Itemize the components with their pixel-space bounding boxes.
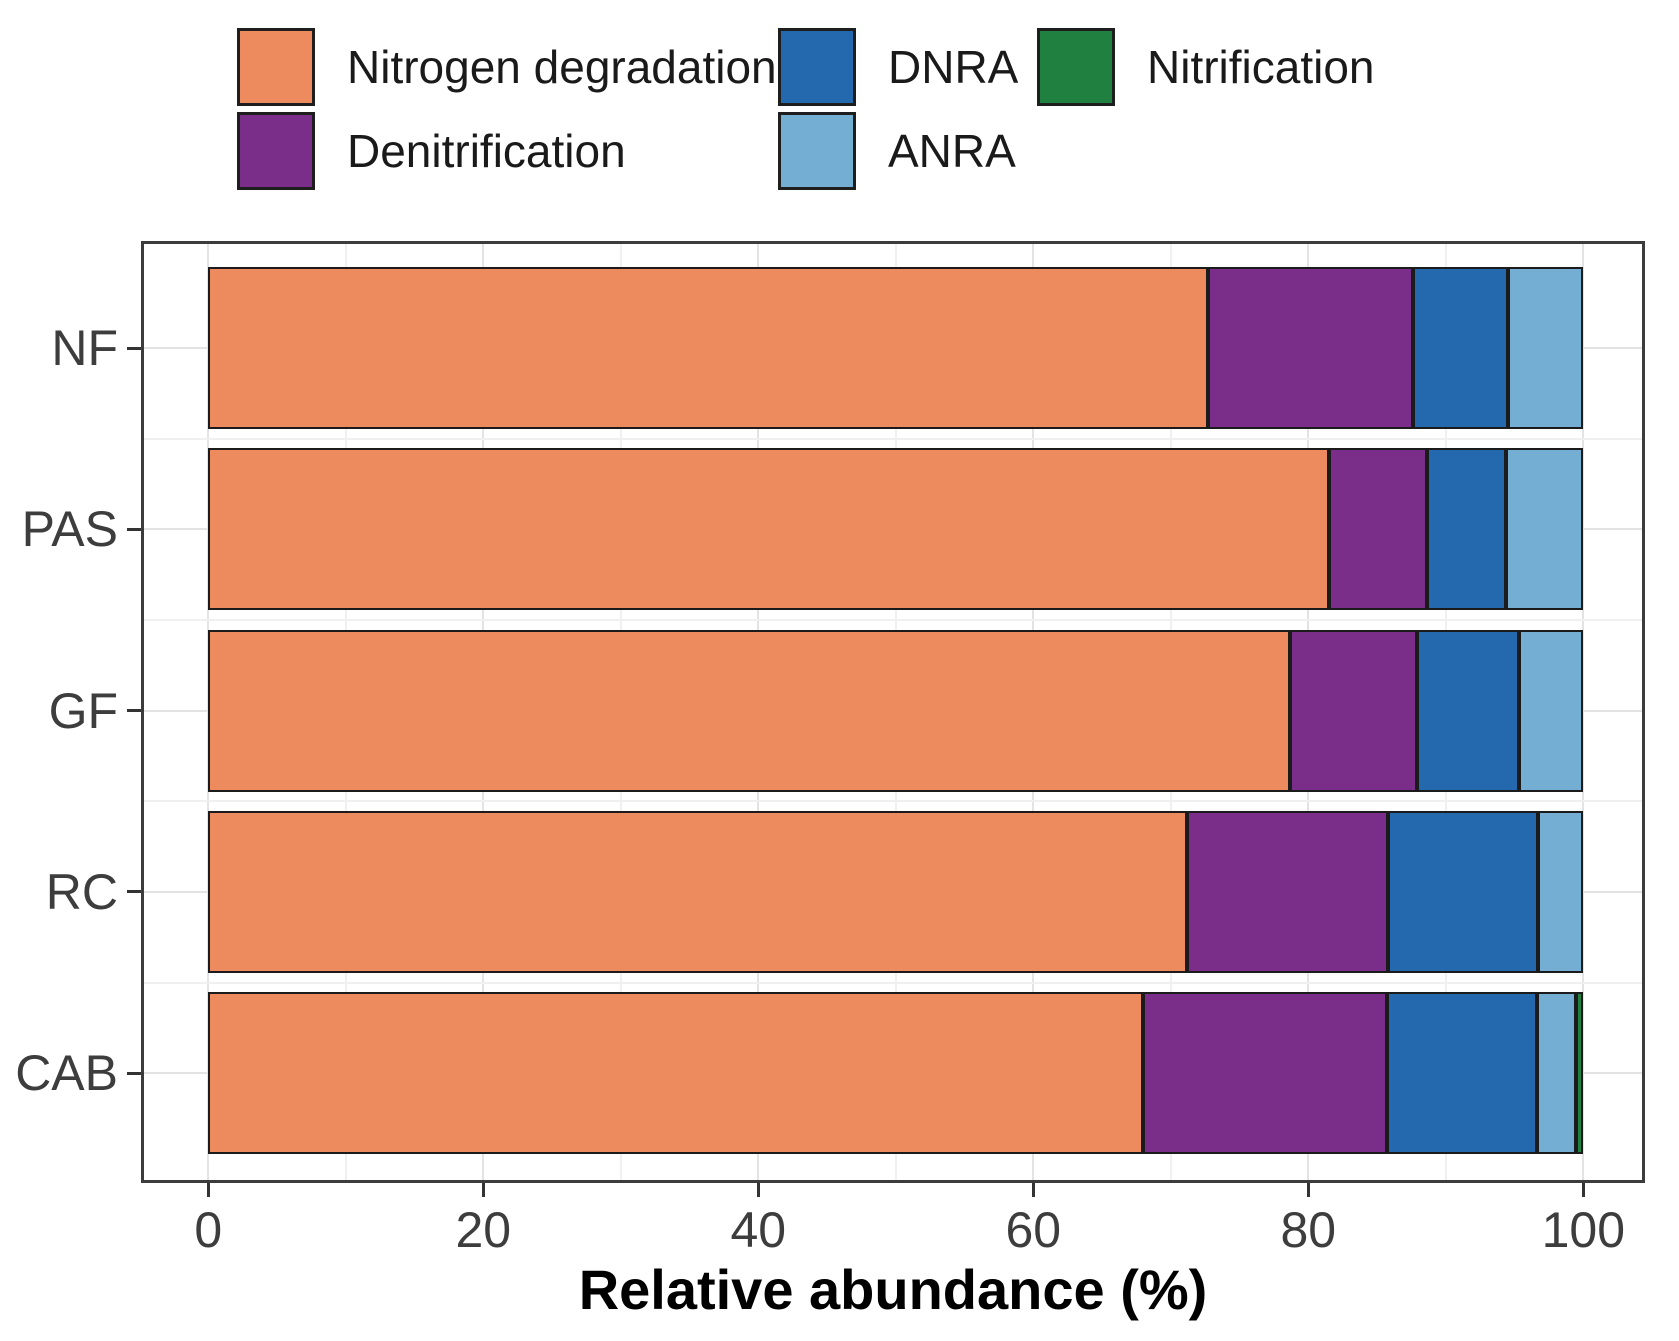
y-tick-mark-pas [127, 527, 141, 531]
x-axis-title: Relative abundance (%) [578, 1258, 1208, 1321]
y-tick-mark-gf [127, 709, 141, 713]
y-tick-label-gf: GF [48, 682, 118, 739]
bar-segment-rc-nitrogen-degradation [208, 810, 1188, 973]
bar-cab [208, 992, 1584, 1155]
bar-nf [208, 267, 1584, 429]
legend-swatch-anra [778, 112, 856, 190]
x-tick-mark-20 [481, 1183, 485, 1197]
y-tick-mark-cab [127, 1071, 141, 1075]
chart-legend: Nitrogen degradation Denitrification DNRA A… [0, 0, 1679, 210]
y-tick-mark-nf [127, 346, 141, 350]
bar-segment-rc-anra [1537, 810, 1584, 973]
bar-segment-nf-denitrification [1207, 267, 1413, 429]
bar-segment-gf-dnra [1416, 629, 1519, 792]
bar-segment-pas-denitrification [1328, 448, 1427, 611]
bar-segment-nf-dnra [1412, 267, 1508, 429]
y-tick-label-cab: CAB [15, 1045, 118, 1102]
bar-segment-nf-nitrogen-degradation [208, 267, 1208, 429]
legend-label-nitrification: Nitrification [1147, 41, 1375, 93]
bar-segment-pas-nitrogen-degradation [208, 448, 1329, 611]
x-tick-label-80: 80 [1280, 1202, 1337, 1258]
bar-segment-nf-anra [1507, 267, 1584, 429]
x-tick-label-60: 60 [1005, 1202, 1062, 1258]
gridline-horizontal-minor-1 [144, 618, 1642, 621]
bar-segment-gf-anra [1518, 629, 1584, 792]
x-tick-mark-60 [1031, 1183, 1035, 1197]
y-tick-label-nf: NF [51, 320, 118, 376]
legend-label-denitrification: Denitrification [347, 125, 626, 177]
x-tick-mark-100 [1581, 1183, 1585, 1197]
legend-swatch-nitrification [1037, 28, 1115, 106]
bar-segment-gf-nitrogen-degradation [208, 629, 1291, 792]
legend-swatch-denitrification [237, 112, 315, 190]
gridline-horizontal-minor-2 [144, 800, 1642, 803]
x-tick-mark-40 [756, 1183, 760, 1197]
x-tick-mark-80 [1306, 1183, 1310, 1197]
y-tick-mark-rc [127, 890, 141, 894]
bar-segment-rc-denitrification [1187, 810, 1389, 973]
x-tick-mark-0 [206, 1183, 210, 1197]
y-tick-label-pas: PAS [21, 501, 118, 558]
bar-pas [208, 448, 1584, 611]
bar-segment-cab-dnra [1386, 992, 1537, 1155]
bar-segment-cab-anra [1536, 992, 1577, 1155]
y-tick-label-rc: RC [45, 863, 118, 920]
bars-layer [144, 244, 1642, 1180]
x-tick-label-0: 0 [194, 1202, 223, 1258]
bar-segment-pas-anra [1506, 448, 1584, 611]
legend-label-nitrogen-degradation: Nitrogen degradation [347, 41, 777, 93]
plot-panel [141, 241, 1645, 1183]
gridline-vertical-100 [1582, 244, 1585, 1180]
bar-rc [208, 810, 1584, 973]
bar-segment-cab-nitrification [1576, 992, 1584, 1155]
x-tick-label-40: 40 [730, 1202, 787, 1258]
bar-gf [208, 629, 1584, 792]
legend-swatch-nitrogen-degradation [237, 28, 315, 106]
bar-segment-cab-nitrogen-degradation [208, 992, 1144, 1155]
bar-segment-cab-denitrification [1143, 992, 1387, 1155]
gridline-horizontal-minor-0 [144, 437, 1642, 440]
legend-label-anra: ANRA [888, 125, 1016, 177]
x-tick-label-100: 100 [1541, 1202, 1626, 1258]
bar-segment-rc-dnra [1388, 810, 1538, 973]
gridline-horizontal-minor-3 [144, 981, 1642, 984]
bar-segment-gf-denitrification [1290, 629, 1417, 792]
bar-segment-pas-dnra [1426, 448, 1507, 611]
x-tick-label-20: 20 [455, 1202, 512, 1258]
legend-label-dnra: DNRA [888, 41, 1019, 93]
legend-swatch-dnra [778, 28, 856, 106]
